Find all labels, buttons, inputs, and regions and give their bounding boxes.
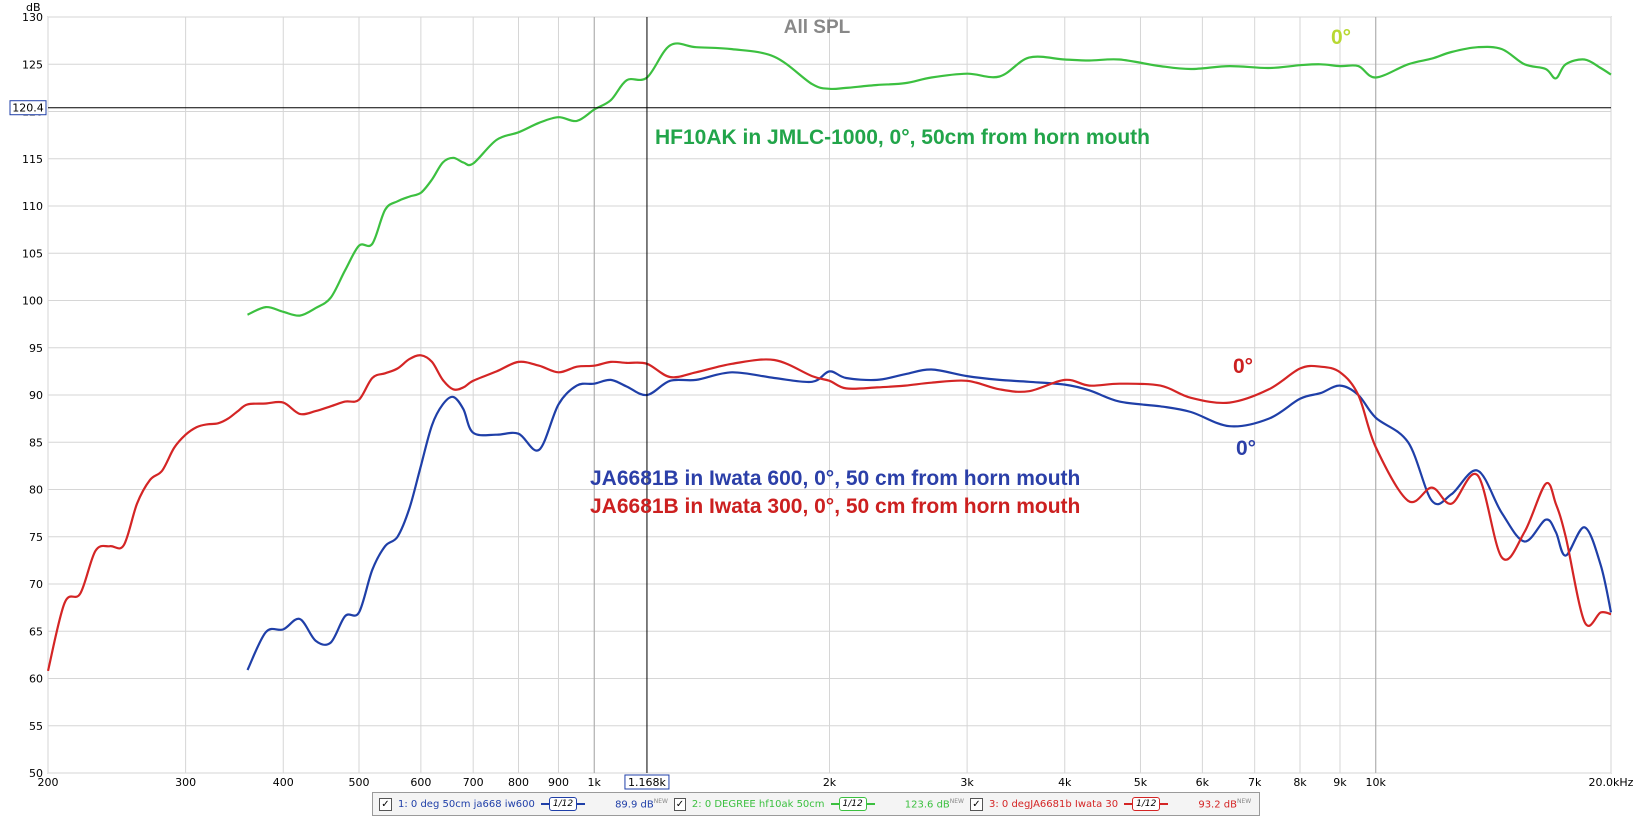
legend-level-value-2: 123.6 dB	[904, 799, 950, 811]
legend-line-swatch-1b	[577, 803, 586, 805]
legend-item-3[interactable]: ✓ 3: 0 degJA6681b Iwata 30 1/12 93.2 dBN…	[964, 793, 1259, 815]
legend-smoothing-box-1[interactable]: 1/12	[548, 797, 578, 811]
x-tick-label: 6k	[1196, 776, 1210, 789]
y-tick-label: 70	[29, 578, 43, 591]
x-tick-label: 10k	[1366, 776, 1387, 789]
legend-checkbox-2[interactable]: ✓	[674, 797, 686, 811]
x-tick-label: 5k	[1134, 776, 1148, 789]
x-tick-label: 800	[508, 776, 529, 789]
annotation-red-0deg: 0°	[1233, 355, 1253, 378]
cursor-x-readout-box	[624, 774, 670, 790]
legend-level-2: 123.6 dBNEW	[905, 798, 964, 810]
legend-level-1: 89.9 dBNEW	[615, 798, 668, 810]
y-tick-label: 80	[29, 484, 43, 497]
cursor-y-readout: 120.4	[12, 102, 44, 115]
y-tick-label: 50	[29, 767, 43, 780]
legend-label-2: 2: 0 DEGREE hf10ak 50cm	[691, 798, 825, 810]
series-line-2	[246, 368, 1613, 671]
legend-line-swatch-2	[830, 803, 839, 805]
y-tick-label: 60	[29, 673, 43, 686]
x-tick-label: 500	[348, 776, 369, 789]
x-tick-label: 400	[273, 776, 294, 789]
legend-smoothing-3[interactable]: 1/12	[1124, 797, 1169, 811]
annotation-hf10ak: HF10AK in JMLC-1000, 0°, 50cm from horn …	[655, 126, 1150, 149]
x-axis: 200 300 400 500 600 700 800 900 1k 2k 3k 4k 5k 6k 7k 8k…	[38, 776, 1633, 789]
legend-level-value-3: 93.2 dB	[1198, 799, 1237, 811]
legend-smoothing-box-2[interactable]: 1/12	[838, 797, 867, 811]
series-line-3	[46, 354, 1612, 672]
x-tick-label: 20.0kHz	[1589, 776, 1633, 789]
legend-line-swatch-2b	[866, 803, 875, 805]
y-tick-label: 130	[22, 11, 43, 24]
legend-smoothing-2[interactable]: 1/12	[830, 797, 875, 811]
legend-label-3: 3: 0 degJA6681b Iwata 30	[989, 798, 1119, 810]
series-group	[46, 42, 1613, 672]
x-tick-label: 2k	[823, 776, 837, 789]
y-tick-label: 55	[29, 720, 43, 733]
legend-item-1[interactable]: ✓ 1: 0 deg 50cm ja668 iw600 1/12 89.9 dB…	[373, 793, 668, 815]
x-tick-label: 8k	[1293, 776, 1307, 789]
y-tick-label: 110	[22, 200, 43, 213]
y-axis-unit: dB	[26, 1, 41, 14]
legend-level-value-1: 89.9 dB	[615, 799, 654, 811]
legend-level-3: 93.2 dBNEW	[1198, 798, 1251, 810]
legend-new-3: NEW	[1236, 797, 1252, 805]
x-tick-label: 700	[463, 776, 484, 789]
y-tick-label: 75	[29, 531, 43, 544]
y-tick-label: 90	[29, 389, 43, 402]
y-tick-label: 95	[29, 342, 43, 355]
legend-label-1: 1: 0 deg 50cm ja668 iw600	[398, 798, 535, 810]
x-tick-label: 300	[175, 776, 196, 789]
x-tick-label: 7k	[1248, 776, 1262, 789]
y-tick-label: 115	[22, 153, 43, 166]
legend-item-2[interactable]: ✓ 2: 0 DEGREE hf10ak 50cm 1/12 123.6 dBN…	[668, 793, 964, 815]
legend-smoothing-1[interactable]: 1/12	[540, 797, 586, 811]
y-tick-label: 105	[22, 247, 43, 260]
legend-smoothing-box-3[interactable]: 1/12	[1132, 797, 1161, 811]
legend-new-2: NEW	[949, 797, 964, 805]
annotation-iwata-300: JA6681B in Iwata 300, 0°, 50 cm from hor…	[590, 495, 1080, 518]
legend-line-swatch-3	[1124, 803, 1133, 805]
legend-line-swatch-1	[540, 803, 549, 805]
y-tick-label: 85	[29, 436, 43, 449]
chart-title: All SPL	[784, 17, 851, 38]
cursor-y-readout-box	[9, 100, 47, 116]
annotation-iwata-600: JA6681B in Iwata 600, 0°, 50 cm from hor…	[590, 467, 1080, 490]
x-tick-label: 900	[548, 776, 569, 789]
annotation-blue-0deg: 0°	[1236, 437, 1256, 460]
series-line-1	[247, 42, 1612, 317]
cursor-x-readout: 1.168k	[628, 776, 666, 789]
spl-chart[interactable]: 5055606570758085909510010511011512012513…	[0, 0, 1633, 790]
legend-bar: ✓ 1: 0 deg 50cm ja668 iw600 1/12 89.9 dB…	[372, 792, 1260, 816]
x-tick-label: 1k	[588, 776, 602, 789]
grid	[47, 16, 1612, 774]
y-axis: 5055606570758085909510010511011512012513…	[22, 11, 43, 780]
x-tick-label: 9k	[1333, 776, 1347, 789]
y-tick-label: 100	[22, 295, 43, 308]
annotation-green-0deg: 0°	[1331, 26, 1351, 49]
legend-line-swatch-3b	[1160, 803, 1169, 805]
x-tick-label: 600	[410, 776, 431, 789]
y-tick-label: 65	[29, 625, 43, 638]
legend-checkbox-1[interactable]: ✓	[379, 797, 392, 811]
x-tick-label: 4k	[1058, 776, 1072, 789]
x-tick-label: 200	[38, 776, 59, 789]
legend-checkbox-3[interactable]: ✓	[970, 797, 983, 811]
x-tick-label: 3k	[960, 776, 974, 789]
cursor[interactable]: 1.168k 120.4	[9, 17, 1611, 790]
legend-new-1: NEW	[653, 797, 668, 805]
y-tick-label: 125	[22, 58, 43, 71]
